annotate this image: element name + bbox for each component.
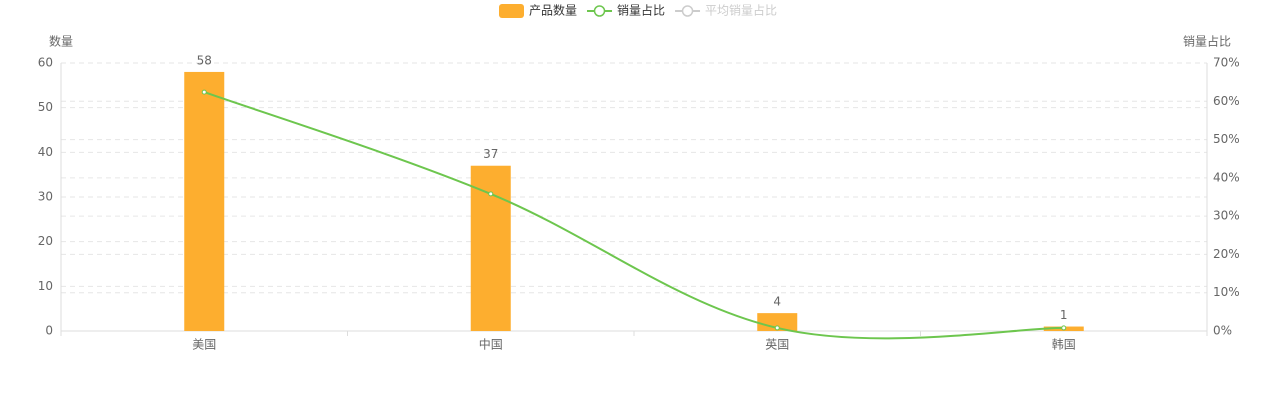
y2-tick-label: 0% (1213, 324, 1232, 338)
line-point (1061, 325, 1067, 331)
y-tick-label: 0 (45, 324, 53, 338)
y-tick-label: 50 (38, 100, 53, 114)
y2-tick-label: 30% (1213, 209, 1240, 223)
bar (757, 313, 798, 331)
y-tick-label: 30 (38, 190, 53, 204)
data-label: 58 (197, 53, 212, 67)
x-tick-label: 英国 (765, 338, 789, 352)
data-label: 37 (483, 147, 498, 161)
legend-swatch[interactable] (499, 4, 524, 18)
legend-label[interactable]: 产品数量 (529, 3, 577, 18)
y2-tick-label: 50% (1213, 132, 1240, 146)
line-point (774, 325, 780, 331)
bar (470, 165, 511, 331)
y-tick-label: 40 (38, 145, 53, 159)
legend-swatch[interactable] (593, 5, 606, 17)
line (203, 91, 1064, 340)
data-label: 1 (1060, 308, 1068, 322)
y2-tick-label: 10% (1213, 285, 1240, 299)
y2-tick-label: 20% (1213, 247, 1240, 261)
data-label: 4 (773, 295, 781, 309)
y2-tick-label: 40% (1213, 170, 1240, 184)
y2-tick-label: 60% (1213, 94, 1240, 108)
legend-swatch[interactable] (681, 5, 694, 17)
y-tick-label: 10 (38, 279, 53, 293)
y-tick-label: 60 (38, 56, 53, 70)
y2-axis-title: 销量占比 (1183, 34, 1231, 49)
line-point (488, 191, 494, 197)
y2-tick-label: 70% (1213, 56, 1240, 70)
x-tick-label: 中国 (479, 337, 503, 352)
x-tick-label: 美国 (192, 338, 216, 352)
legend-label[interactable]: 销量占比 (617, 3, 665, 18)
legend-label[interactable]: 平均销量占比 (705, 3, 777, 18)
bar (184, 71, 225, 331)
y-axis-title: 数量 (49, 34, 73, 49)
y-tick-label: 20 (38, 234, 53, 248)
line-point (201, 89, 207, 95)
x-tick-label: 韩国 (1052, 337, 1076, 352)
